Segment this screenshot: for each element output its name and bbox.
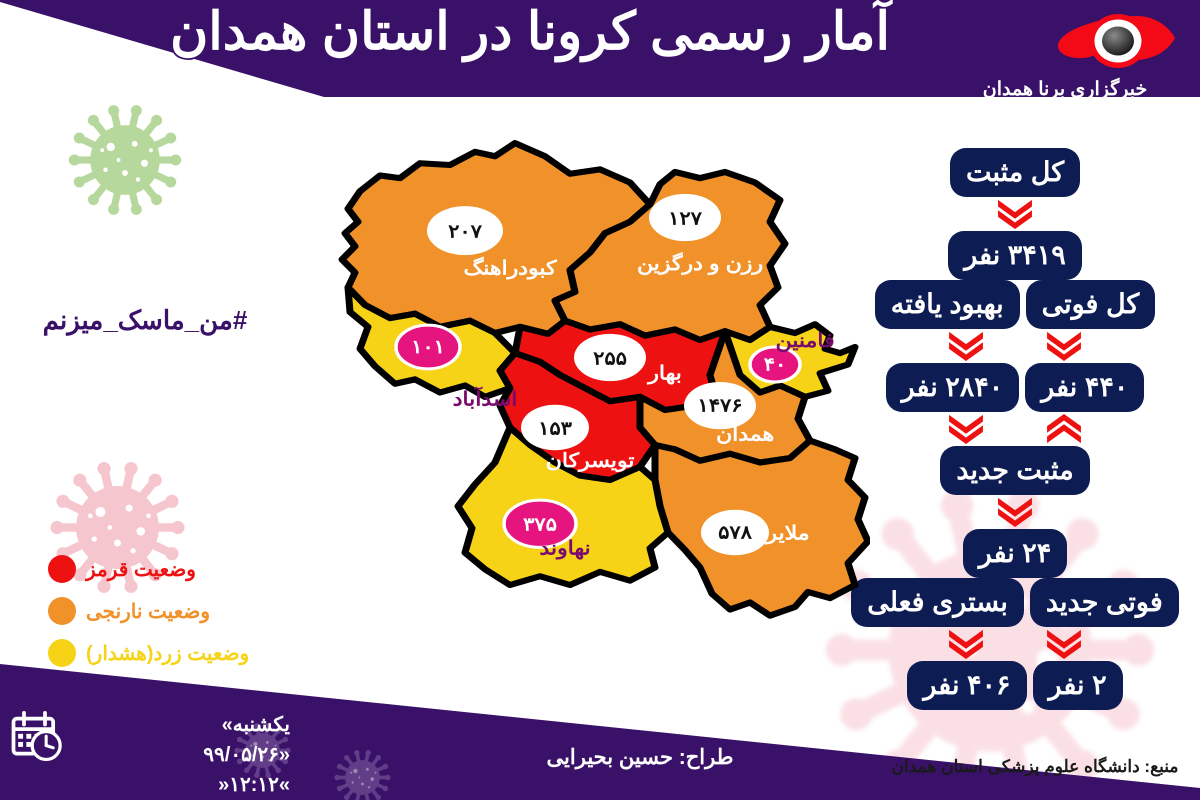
svg-text:نهاوند: نهاوند — [539, 538, 590, 560]
svg-text:۳۷۵: ۳۷۵ — [523, 515, 557, 535]
svg-text:کبودراهنگ: کبودراهنگ — [464, 256, 558, 280]
svg-text:تویسرکان: تویسرکان — [546, 450, 635, 472]
svg-text:بهار: بهار — [646, 363, 682, 385]
svg-text:۲۰۷: ۲۰۷ — [448, 222, 482, 242]
svg-text:۴۰: ۴۰ — [764, 355, 787, 375]
svg-text:۱۴۷۶: ۱۴۷۶ — [697, 396, 742, 416]
svg-text:۱۰۱: ۱۰۱ — [411, 337, 445, 357]
svg-text:همدان: همدان — [716, 424, 774, 445]
svg-text:رزن و درگزین: رزن و درگزین — [637, 251, 763, 275]
svg-text:۲۵۵: ۲۵۵ — [593, 349, 627, 369]
svg-text:ملایر: ملایر — [764, 523, 809, 545]
svg-text:۵۷۸: ۵۷۸ — [718, 523, 752, 543]
svg-text:اسدآباد: اسدآباد — [453, 386, 518, 410]
svg-text:فامنین: فامنین — [775, 330, 834, 352]
svg-text:۱۵۳: ۱۵۳ — [538, 419, 572, 439]
svg-text:۱۲۷: ۱۲۷ — [668, 209, 702, 229]
